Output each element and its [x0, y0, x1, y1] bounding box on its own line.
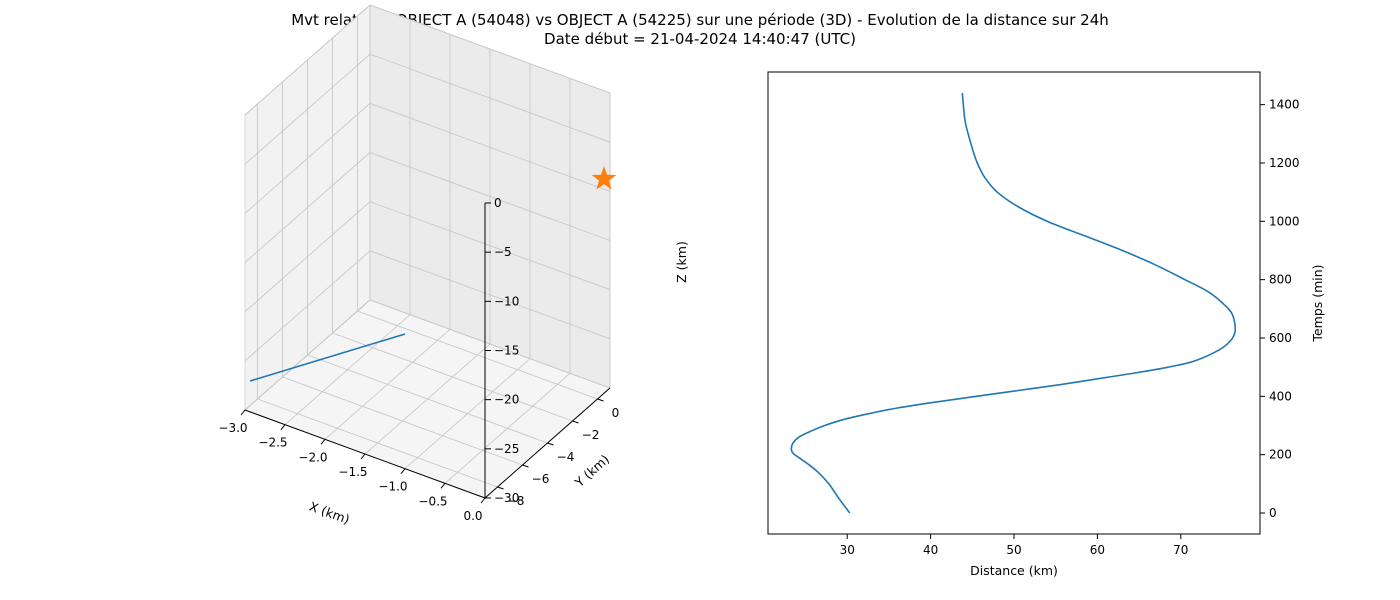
y-tick-label: −6	[532, 472, 550, 486]
y-tick-label: −8	[507, 494, 525, 508]
x-tick-label: −3.0	[218, 421, 247, 435]
figure-title-line2: Date début = 21-04-2024 14:40:47 (UTC)	[544, 30, 856, 48]
x-tick-label: 0.0	[463, 509, 482, 523]
y-tick	[597, 398, 604, 402]
y-tick	[522, 464, 529, 468]
y-tick	[497, 486, 504, 490]
y-tick	[547, 442, 554, 446]
grid-line-z-back	[369, 53, 611, 143]
z-tick-label: −30	[494, 491, 519, 505]
grid-line-y-floor	[357, 310, 598, 400]
y-tick-label-2d: 600	[1269, 331, 1292, 345]
x-tick	[440, 483, 446, 489]
y-tick-label-2d: 1000	[1269, 214, 1300, 228]
grid-line-z-left	[244, 4, 371, 116]
x-tick-label-2d: 40	[923, 543, 938, 557]
x-tick	[240, 409, 246, 416]
x-tick-label: −1.5	[338, 465, 367, 479]
grid-line-z-back	[369, 152, 611, 241]
grid-line-z-left	[244, 299, 371, 411]
grid-line-z-back	[369, 299, 611, 389]
plot-2d: 30 40 50 60 70 0 200 400 600 800 1000 1200 1400 Dis…	[767, 71, 1325, 578]
y-ticks-2d: 0 200 400 600 800 1000 1200 1400	[1260, 98, 1300, 520]
grid-line-z-left	[244, 53, 371, 165]
grid-line-y-floor	[282, 376, 523, 466]
x-tick	[400, 468, 406, 474]
x-tick-label: −1.0	[378, 480, 407, 494]
y-tick-label-2d: 800	[1269, 273, 1292, 287]
z-tick-label: −15	[494, 344, 519, 358]
grid-line-z-left	[244, 250, 371, 362]
x-tick-label: −2.5	[258, 436, 287, 450]
grid-line-z-left	[244, 152, 371, 263]
plot-3d: −3.0−2.5−2.0−1.5−1.0−0.50.0−8−6−4−200−5−…	[218, 3, 689, 527]
ticks-3d: −3.0−2.5−2.0−1.5−1.0−0.50.0−8−6−4−200−5−…	[218, 196, 619, 523]
plot-2d-frame	[767, 71, 1261, 535]
x-axis-label: X (km)	[307, 499, 351, 527]
y-axis-label: Y (km)	[571, 451, 612, 490]
grid-line-y-floor	[307, 354, 548, 444]
x-tick	[360, 453, 366, 460]
grid-line-z-back	[369, 201, 611, 291]
y-tick-label-2d: 200	[1269, 448, 1292, 462]
y-tick-label: −4	[557, 450, 575, 464]
x-tick-label-2d: 50	[1006, 543, 1021, 557]
x-axis-label-2d: Distance (km)	[970, 563, 1058, 578]
grid-line-y-floor	[332, 332, 573, 422]
y-tick-label-2d: 400	[1269, 389, 1292, 403]
x-tick-label-2d: 60	[1090, 543, 1105, 557]
y-axis-label-2d: Temps (min)	[1310, 264, 1325, 342]
grid-3d	[244, 4, 611, 499]
y-tick-label: 0	[612, 406, 620, 420]
grid-line-z-left	[244, 102, 371, 214]
distance-line	[790, 92, 1237, 514]
z-tick-label: −20	[494, 393, 519, 407]
figure-title-line1: Mvt relatif de OBJECT A (54048) vs OBJEC…	[291, 11, 1109, 29]
x-ticks-2d: 30 40 50 60 70	[840, 534, 1188, 557]
grid-line-z-left	[244, 201, 371, 313]
y-tick-label-2d: 1200	[1269, 156, 1300, 170]
x-tick	[480, 497, 486, 504]
x-tick-label-2d: 70	[1173, 543, 1188, 557]
y-tick-label-2d: 0	[1269, 506, 1277, 520]
x-tick-label: −0.5	[418, 494, 447, 508]
z-tick-label: −5	[494, 245, 512, 259]
z-axis-label: Z (km)	[674, 241, 689, 283]
x-tick	[280, 424, 286, 430]
x-tick-label-2d: 30	[840, 543, 855, 557]
star-marker	[591, 166, 617, 190]
x-tick	[320, 439, 326, 445]
y-tick	[572, 420, 579, 424]
grid-line-z-back	[369, 102, 611, 192]
y-tick-label-2d: 1400	[1269, 98, 1300, 112]
z-tick-label: −25	[494, 442, 519, 456]
trajectory-line	[249, 333, 406, 382]
grid-line-y-floor	[257, 398, 498, 488]
z-tick-label: 0	[494, 196, 502, 210]
y-tick-label: −2	[582, 428, 600, 442]
grid-line-z-back	[369, 250, 611, 340]
x-tick-label: −2.0	[298, 450, 327, 464]
z-tick-label: −10	[494, 294, 519, 308]
grid-line-z-back	[369, 4, 611, 94]
